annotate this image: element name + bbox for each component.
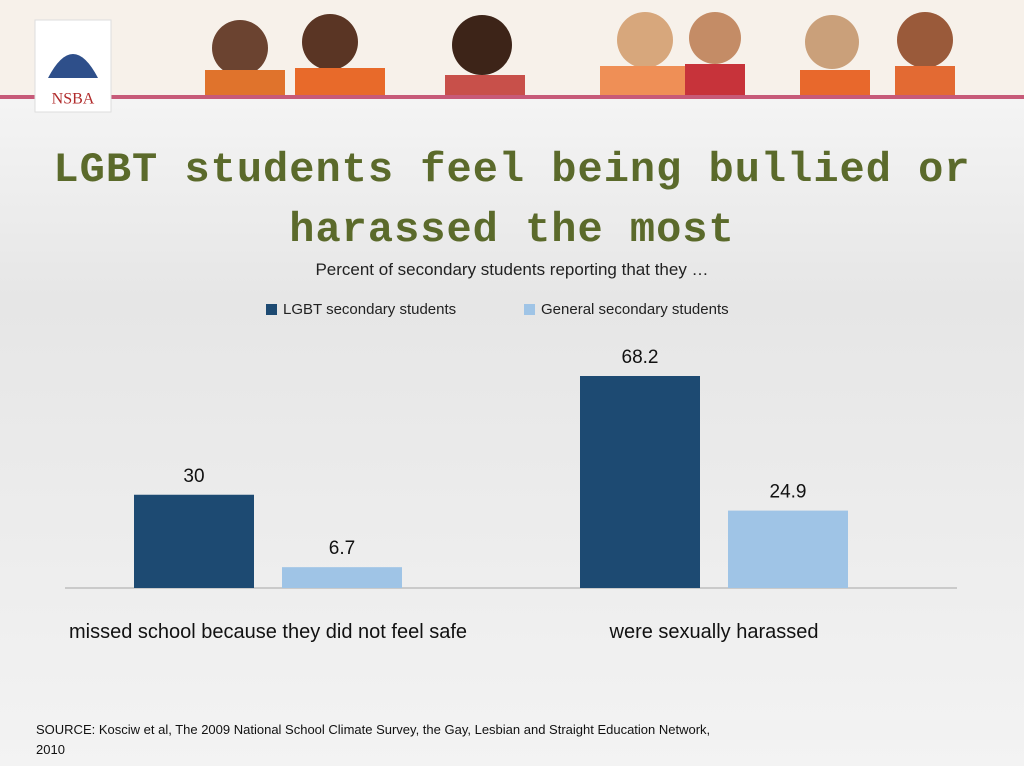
legend-swatch: [524, 304, 535, 315]
chart-title: LGBT students feel being bullied or hara…: [53, 146, 971, 254]
header-rule: [0, 95, 1024, 99]
chart-subtitle: Percent of secondary students reporting …: [315, 260, 709, 279]
value-label: 68.2: [622, 347, 659, 368]
bar: [728, 510, 848, 588]
legend-label: General secondary students: [541, 301, 729, 318]
bar: [580, 376, 700, 588]
logo-text: NSBA: [52, 91, 95, 108]
logo-dome: [48, 54, 98, 78]
student-photos: [205, 12, 955, 96]
category-label: missed school because they did not feel …: [68, 621, 468, 643]
value-label: 24.9: [770, 482, 807, 503]
category-label: were sexually harassed: [609, 621, 819, 643]
bar: [282, 567, 402, 588]
bar: [134, 494, 254, 588]
value-label: 30: [183, 466, 204, 487]
legend-label: LGBT secondary students: [283, 301, 456, 318]
value-label: 6.7: [329, 538, 355, 559]
legend-swatch: [266, 304, 277, 315]
source-note: SOURCE: Kosciw et al, The 2009 National …: [36, 722, 711, 757]
